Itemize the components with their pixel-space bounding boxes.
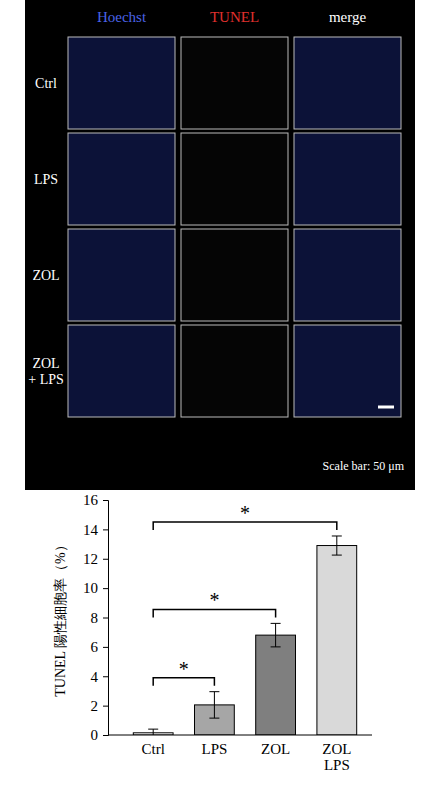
tick-label: ZOLLPS xyxy=(322,741,351,774)
tick-label: 4 xyxy=(91,669,99,685)
tick: 6 xyxy=(91,639,109,655)
bar xyxy=(256,635,296,735)
tick-label: LPS xyxy=(201,741,227,757)
tick-label: Ctrl xyxy=(142,741,165,757)
scale-bar-label: Scale bar: 50 μm xyxy=(323,459,405,473)
axis-line xyxy=(103,501,109,736)
micrograph xyxy=(294,325,401,417)
tick-label: 8 xyxy=(91,610,99,626)
micrograph xyxy=(68,133,175,225)
column-title: merge xyxy=(329,9,367,25)
tick: 2 xyxy=(91,698,109,714)
tick-label: 14 xyxy=(83,522,99,538)
tick: 8 xyxy=(91,610,109,626)
error-bar xyxy=(271,623,281,647)
significance-label: * xyxy=(240,502,250,524)
tick-mark xyxy=(103,676,108,677)
tick: 4 xyxy=(91,669,109,685)
tick: 16 xyxy=(83,492,108,508)
tick: LPS xyxy=(201,735,227,757)
plot-area xyxy=(133,536,356,735)
micrograph xyxy=(181,133,288,225)
tick-label: 2 xyxy=(91,698,99,714)
error-line xyxy=(153,729,154,735)
error-bar xyxy=(148,729,158,735)
tick: ZOLLPS xyxy=(322,735,351,773)
bar xyxy=(317,546,357,735)
tick-mark xyxy=(103,706,108,707)
row-label: Ctrl xyxy=(35,76,57,91)
micrograph xyxy=(294,37,401,129)
micrograph xyxy=(68,325,175,417)
tick: 0 xyxy=(91,727,109,743)
significance-label: * xyxy=(209,589,219,611)
tick-mark xyxy=(103,647,108,648)
chart: 0 2 4 6 8 10 12 14 16 Ctrl LPS ZOL ZOLLPS TUNEL 陽性細胞率… xyxy=(53,492,372,773)
error-cap xyxy=(271,623,281,624)
error-cap xyxy=(332,555,342,556)
tick-mark xyxy=(103,559,108,560)
tick-label: 6 xyxy=(91,639,99,655)
figure: Hoechst TUNEL merge Ctrl LPS ZOL ZOL+ LPS Scale… xyxy=(0,0,447,786)
tick-label: 12 xyxy=(83,551,98,567)
tick-label: ZOL xyxy=(261,741,290,757)
scale-bar xyxy=(378,406,394,409)
row-label: LPS xyxy=(34,172,58,187)
tick: 14 xyxy=(83,522,108,538)
tick: Ctrl xyxy=(142,735,165,757)
image-background xyxy=(25,0,415,490)
micrograph xyxy=(181,229,288,321)
row-label: ZOL+ LPS xyxy=(28,356,64,387)
image-panel: Hoechst TUNEL merge Ctrl LPS ZOL ZOL+ LPS Scale… xyxy=(25,0,415,490)
tick: 12 xyxy=(83,551,108,567)
error-cap xyxy=(209,718,219,719)
micrograph xyxy=(294,133,401,225)
tick-label: 16 xyxy=(83,492,99,508)
tick-mark xyxy=(103,529,108,530)
micrograph xyxy=(68,37,175,129)
error-bar xyxy=(332,536,342,555)
error-cap xyxy=(209,691,219,692)
significance-label: * xyxy=(179,658,189,680)
tick: 10 xyxy=(83,580,108,596)
micrograph xyxy=(294,229,401,321)
micrograph xyxy=(181,325,288,417)
y-axis: 0 2 4 6 8 10 12 14 16 xyxy=(83,492,109,743)
y-axis-title: TUNEL 陽性細胞率（%） xyxy=(53,538,68,697)
error-line xyxy=(275,623,276,647)
tick-mark xyxy=(103,618,108,619)
micrograph xyxy=(68,229,175,321)
error-cap xyxy=(271,646,281,647)
error-cap xyxy=(332,535,342,536)
tick-label: 10 xyxy=(83,580,98,596)
column-title: TUNEL xyxy=(210,9,259,25)
error-line xyxy=(214,692,215,718)
error-line xyxy=(336,536,337,555)
tick: ZOL xyxy=(261,735,290,757)
tick-mark xyxy=(103,735,108,736)
row-label: ZOL xyxy=(32,268,59,283)
x-axis: Ctrl LPS ZOL ZOLLPS xyxy=(108,735,372,773)
tick-mark xyxy=(103,588,108,589)
micrograph xyxy=(181,37,288,129)
error-cap xyxy=(148,729,158,730)
tick-mark xyxy=(103,500,108,501)
axis-line xyxy=(108,735,372,736)
tick-label: 0 xyxy=(91,727,99,743)
error-bar xyxy=(209,692,219,718)
column-title: Hoechst xyxy=(97,9,147,25)
